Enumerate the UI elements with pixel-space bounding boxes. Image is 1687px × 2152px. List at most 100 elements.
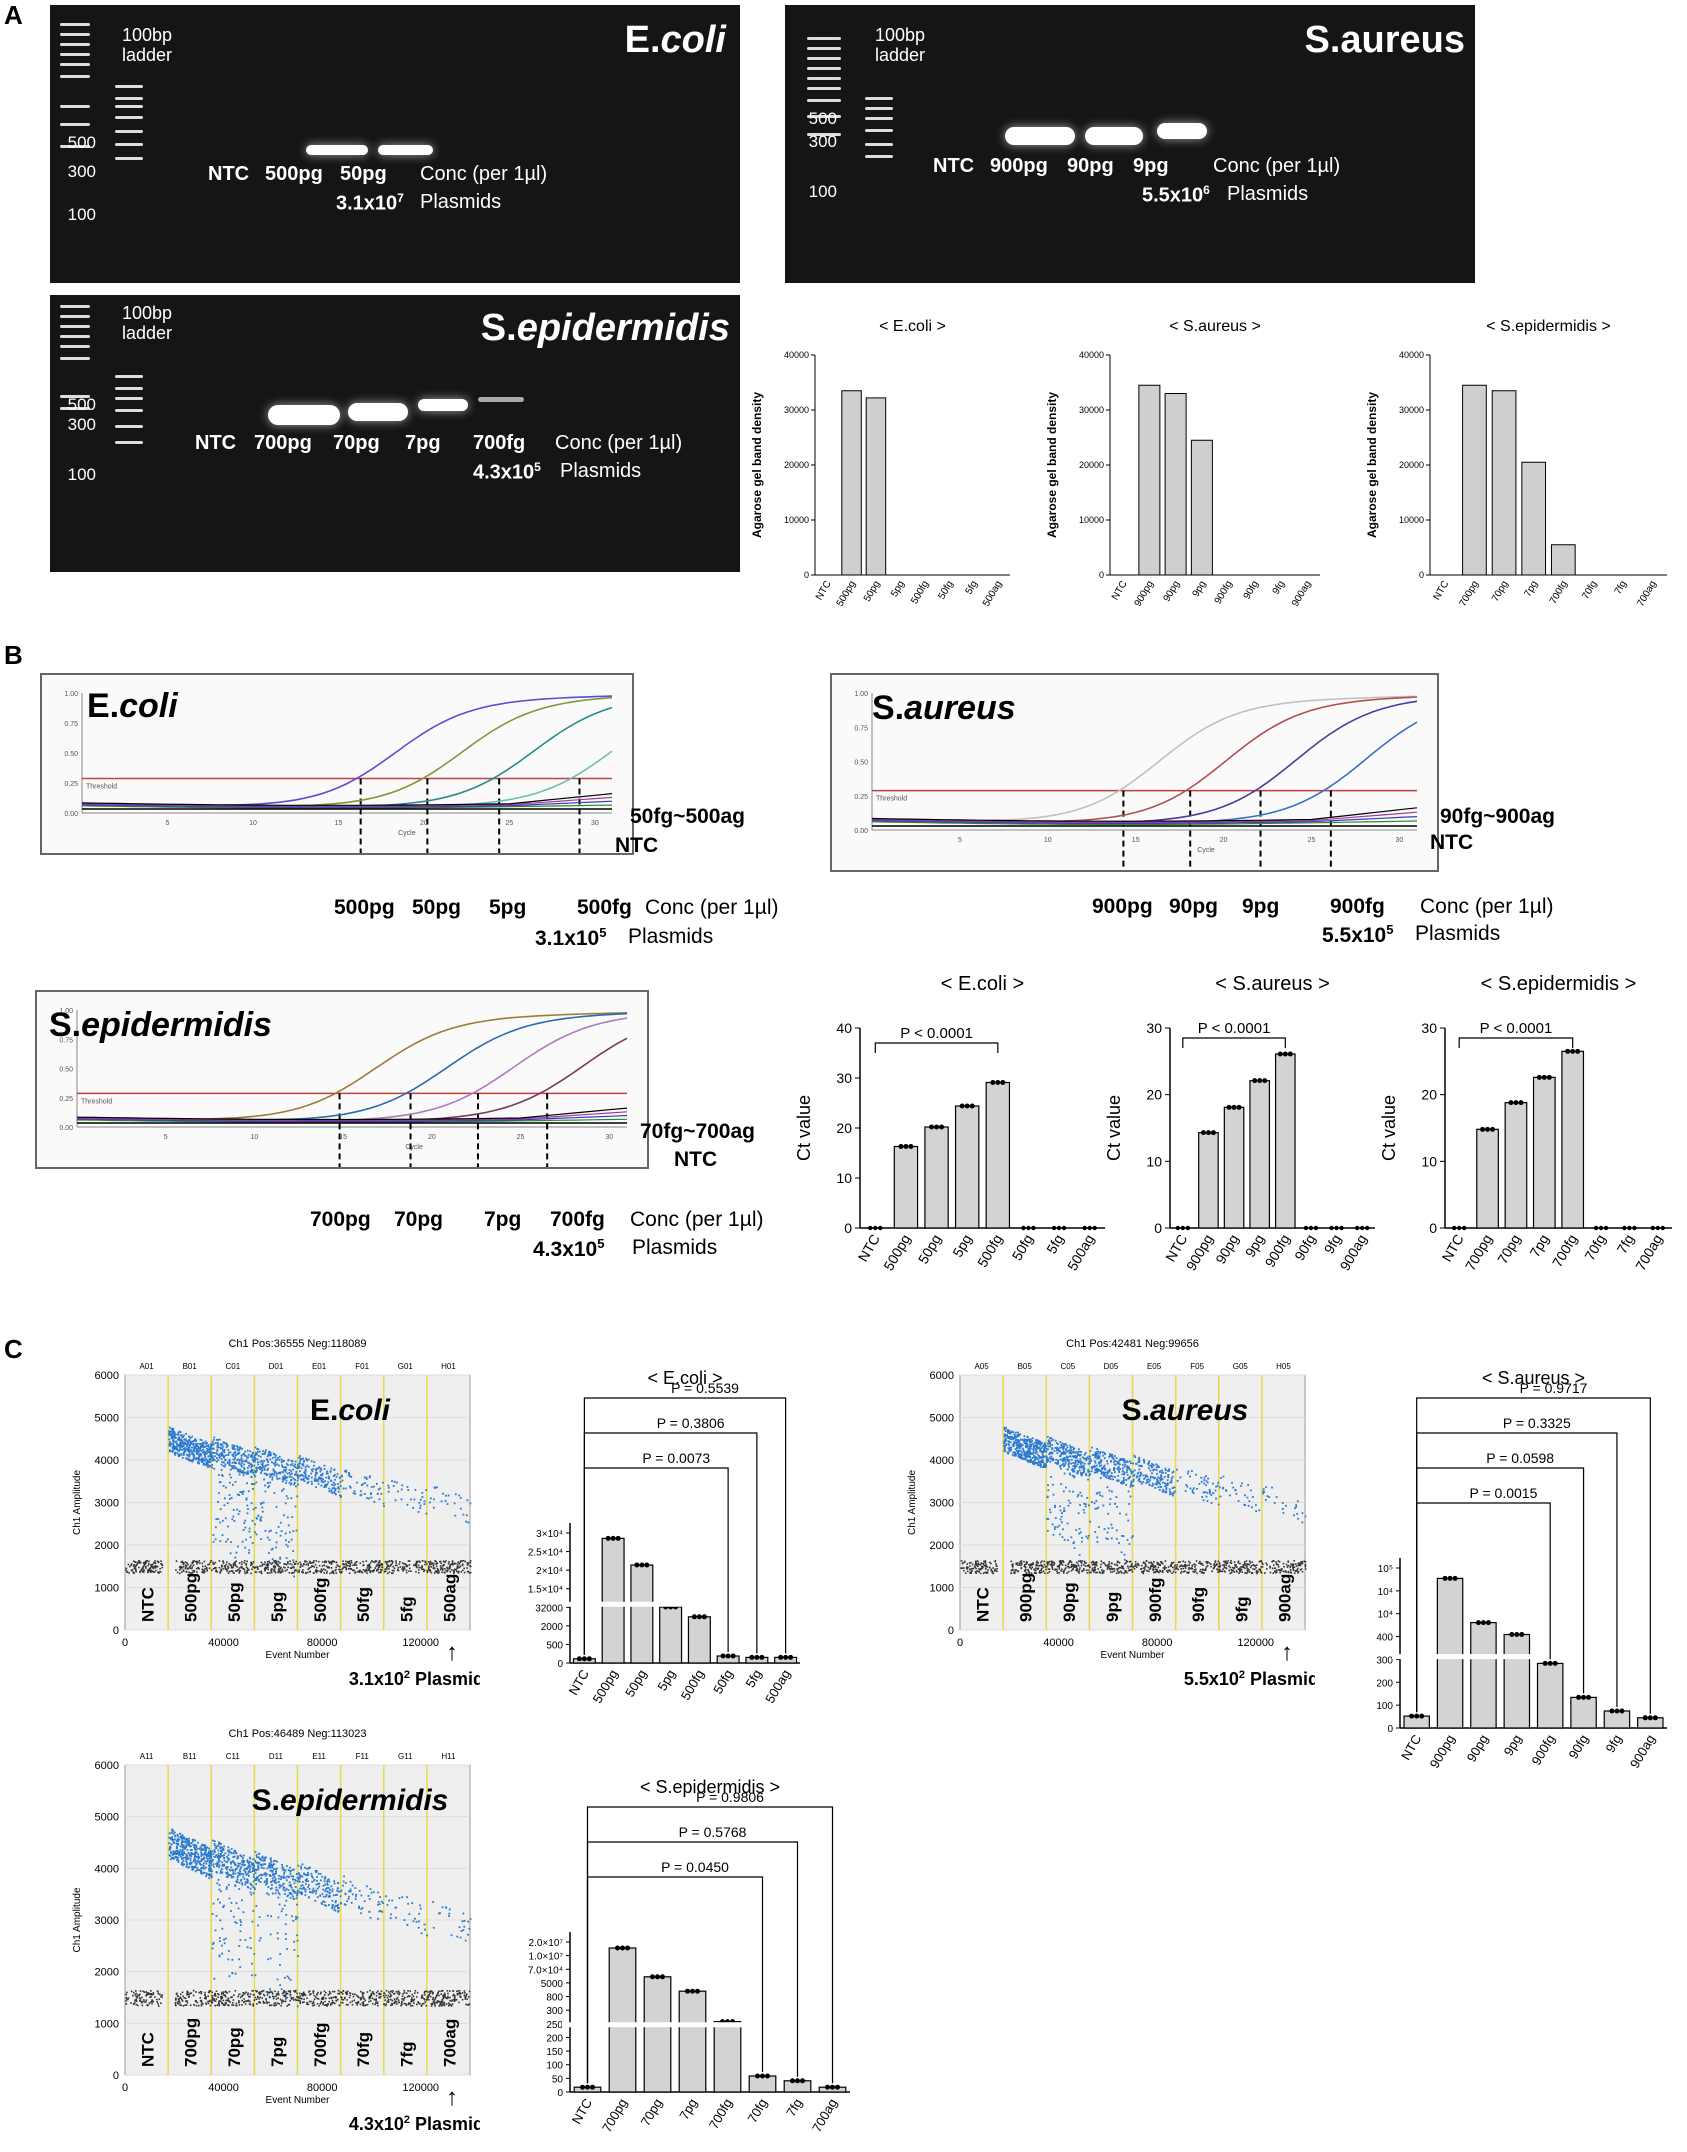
negative-droplet (212, 1567, 215, 1570)
negative-droplet (1062, 1570, 1065, 1573)
x-axis-label: Event Number (266, 1650, 331, 1661)
positive-droplet (235, 1462, 238, 1464)
positive-droplet (1073, 1467, 1076, 1470)
negative-droplet (326, 1570, 328, 1573)
positive-droplet (181, 1440, 184, 1443)
negative-droplet (317, 1998, 320, 2000)
positive-droplet (254, 1458, 257, 1461)
positive-droplet (285, 1479, 288, 1482)
negative-droplet (348, 1565, 351, 1567)
positive-droplet (1071, 1474, 1074, 1477)
positive-droplet (1254, 1504, 1257, 1506)
positive-droplet (328, 1477, 331, 1480)
x-tick-label: 25 (506, 820, 514, 827)
positive-droplet (169, 1430, 172, 1433)
negative-droplet (429, 1563, 432, 1566)
negative-droplet (186, 2001, 189, 2004)
positive-droplet (246, 1467, 249, 1469)
negative-droplet (271, 1991, 273, 1994)
negative-droplet (238, 1562, 241, 1564)
negative-droplet (286, 1996, 288, 1999)
positive-droplet (1018, 1452, 1021, 1455)
positive-droplet (249, 1450, 251, 1453)
positive-droplet (1040, 1450, 1043, 1453)
positive-droplet (383, 1505, 385, 1507)
negative-droplet (1119, 1566, 1122, 1569)
positive-droplet (1154, 1486, 1157, 1489)
positive-droplet (1017, 1439, 1020, 1441)
positive-droplet (1093, 1471, 1096, 1474)
copies-label: 3.1x107 (336, 191, 404, 215)
positive-droplet (203, 1442, 206, 1444)
negative-droplet (1090, 1561, 1093, 1564)
positive-droplet (200, 1460, 203, 1463)
positive-droplet (257, 1463, 260, 1466)
y-tick-label: 0.00 (854, 828, 868, 835)
positive-droplet (1049, 1445, 1051, 1448)
positive-droplet (1089, 1450, 1092, 1452)
data-point (959, 1103, 965, 1109)
positive-droplet (246, 1456, 249, 1459)
negative-droplet (161, 1994, 163, 1996)
positive-droplet (338, 1476, 341, 1479)
positive-droplet (313, 1478, 316, 1481)
negative-droplet (215, 1998, 218, 2000)
data-point (1593, 1225, 1599, 1231)
negative-droplet (357, 1570, 359, 1573)
negative-droplet (1117, 1568, 1119, 1570)
negative-droplet (1218, 1562, 1221, 1565)
positive-droplet (1049, 1443, 1052, 1446)
negative-droplet (270, 1571, 273, 1574)
negative-droplet (312, 2002, 315, 2004)
positive-droplet (227, 1452, 230, 1454)
negative-droplet (157, 1571, 159, 1574)
negative-droplet (1078, 1560, 1080, 1563)
x-axis-label: Event Number (266, 2095, 331, 2106)
positive-droplet (227, 1449, 230, 1451)
positive-droplet (1176, 1468, 1178, 1471)
positive-droplet (1027, 1459, 1030, 1462)
positive-droplet (1005, 1444, 1008, 1446)
negative-droplet (424, 1563, 426, 1566)
negative-droplet (325, 1572, 328, 1574)
negative-droplet (963, 1561, 966, 1563)
positive-droplet (1079, 1504, 1081, 1506)
positive-droplet (1161, 1490, 1164, 1493)
negative-droplet (247, 1999, 250, 2002)
positive-droplet (302, 1474, 304, 1477)
x-tick-label: 5fg (964, 579, 980, 597)
positive-droplet (272, 1469, 275, 1472)
negative-droplet (148, 1563, 150, 1565)
size-marker-100: 100 (67, 465, 96, 484)
y-tick-label: 0.25 (64, 781, 78, 788)
positive-droplet (178, 1453, 181, 1456)
positive-droplet (1186, 1485, 1189, 1488)
positive-droplet (222, 1454, 224, 1457)
positive-droplet (223, 1451, 226, 1454)
positive-droplet (1098, 1462, 1101, 1465)
positive-droplet (1258, 1509, 1261, 1512)
negative-droplet (1038, 1570, 1041, 1573)
negative-droplet (261, 1564, 263, 1567)
positive-droplet (212, 1439, 215, 1441)
negative-droplet (1238, 1572, 1240, 1575)
positive-droplet (1036, 1440, 1039, 1443)
positive-droplet (1045, 1455, 1048, 1458)
lane-label: 900pg (990, 155, 1048, 177)
negative-droplet (1072, 1565, 1074, 1568)
negative-droplet (362, 1569, 365, 1571)
amplification-curves: 1.000.750.500.250.005 10 15 20 25 30CycleThre… (64, 691, 613, 853)
positive-droplet (279, 1472, 282, 1475)
negative-droplet (220, 1569, 222, 1571)
positive-droplet (333, 1492, 336, 1495)
negative-droplet (440, 1566, 442, 1569)
negative-droplet (1189, 1567, 1192, 1570)
negative-droplet (347, 1561, 349, 1563)
positive-droplet (1076, 1470, 1079, 1473)
positive-droplet (1126, 1473, 1129, 1476)
positive-droplet (310, 1468, 313, 1471)
negative-droplet (432, 1565, 435, 1567)
negative-droplet (468, 1572, 471, 1574)
data-point (1660, 1225, 1666, 1231)
positive-droplet (1206, 1491, 1209, 1494)
